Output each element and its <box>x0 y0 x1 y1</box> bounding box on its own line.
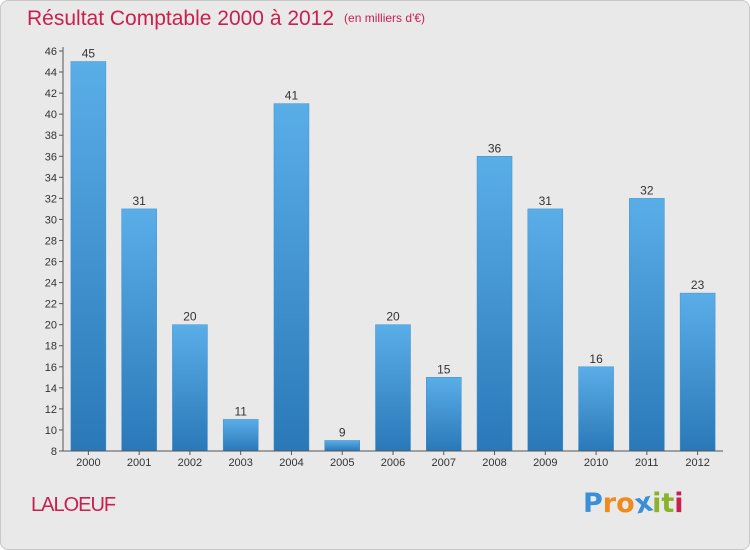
y-tick-label: 18 <box>45 341 57 353</box>
y-tick-label: 8 <box>51 446 57 458</box>
x-tick-label: 2009 <box>533 457 557 469</box>
bar-2006 <box>375 324 411 452</box>
bar-2001 <box>121 208 157 452</box>
logo-letter: t <box>661 488 675 519</box>
x-tick-label: 2011 <box>635 457 659 469</box>
logo-letter: i <box>674 488 684 519</box>
bar-2012 <box>679 292 716 452</box>
bar-2000 <box>70 61 107 452</box>
logo-letter: r <box>602 488 617 519</box>
logo-letter: i <box>652 488 662 519</box>
x-tick-label: 2006 <box>381 457 405 469</box>
bar-2003 <box>222 419 259 452</box>
y-tick-label: 46 <box>45 46 57 58</box>
y-tick-label: 16 <box>45 362 57 374</box>
bar-value-label: 16 <box>589 352 603 366</box>
y-tick-label: 38 <box>45 130 57 142</box>
y-tick-label: 22 <box>45 299 57 311</box>
bars-group: 45 31 20 11 41 9 20 15 36 31 16 32 23 <box>70 47 716 452</box>
bar-value-label: 45 <box>82 47 96 61</box>
x-tick-label: 2000 <box>76 457 100 469</box>
y-tick-label: 44 <box>45 67 57 79</box>
bar-value-label: 36 <box>488 141 502 155</box>
y-tick-label: 26 <box>45 257 57 269</box>
chart-title: Résultat Comptable 2000 à 2012 (en millie… <box>27 7 425 31</box>
bar-value-label: 31 <box>132 194 146 208</box>
bar-2007 <box>426 377 462 452</box>
x-tick-label: 2007 <box>432 457 456 469</box>
y-tick-label: 20 <box>45 320 57 332</box>
logo-letter: P <box>583 488 603 519</box>
x-tick-label: 2004 <box>279 457 303 469</box>
x-tick-label: 2010 <box>584 457 608 469</box>
bar-2010 <box>578 366 614 452</box>
y-tick-label: 32 <box>45 193 57 205</box>
x-tick-label: 2008 <box>482 457 506 469</box>
y-tick-label: 12 <box>45 404 57 416</box>
x-tick-label: 2005 <box>330 457 354 469</box>
proxiti-logo: Proxiti <box>583 487 684 521</box>
bar-2009 <box>527 208 564 452</box>
chart-subtitle: (en milliers d'€) <box>344 11 426 25</box>
y-tick-label: 42 <box>45 88 57 100</box>
y-tick-label: 36 <box>45 151 57 163</box>
commune-name: LALOEUF <box>31 494 116 516</box>
x-tick-label: 2012 <box>685 457 709 469</box>
x-tick-label: 2002 <box>178 457 202 469</box>
logo-letter: o <box>616 488 635 519</box>
chart-title-text: Résultat Comptable 2000 à 2012 <box>27 7 335 30</box>
bar-value-label: 41 <box>285 89 299 103</box>
bar-2011 <box>629 198 665 452</box>
bar-value-label: 23 <box>691 278 705 292</box>
y-tick-label: 34 <box>45 172 57 184</box>
y-tick-label: 14 <box>45 383 57 395</box>
bar-2005 <box>324 440 360 452</box>
bar-value-label: 15 <box>437 362 451 376</box>
y-tick-label: 24 <box>45 278 57 290</box>
y-tick-label: 28 <box>45 235 57 247</box>
bar-value-label: 20 <box>183 310 197 324</box>
x-tick-label: 2003 <box>228 457 252 469</box>
y-tick-label: 10 <box>45 425 57 437</box>
x-tick-label: 2001 <box>127 457 151 469</box>
bar-value-label: 20 <box>386 310 400 324</box>
y-tick-label: 40 <box>45 109 57 121</box>
bar-2008 <box>476 156 513 452</box>
axes-group: 2000 2001 2002 2003 2004 2005 2006 2007 2008 2009… <box>45 46 723 469</box>
bar-2002 <box>172 324 208 452</box>
bar-value-label: 11 <box>234 404 247 418</box>
y-tick-label: 30 <box>45 214 57 226</box>
bar-2004 <box>273 103 310 452</box>
bar-value-label: 32 <box>640 183 654 197</box>
bar-value-label: 31 <box>539 194 553 208</box>
bar-value-label: 9 <box>339 425 346 439</box>
